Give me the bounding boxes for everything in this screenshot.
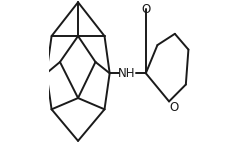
Text: NH: NH (118, 67, 136, 80)
Text: O: O (169, 101, 178, 114)
Text: O: O (141, 3, 150, 15)
